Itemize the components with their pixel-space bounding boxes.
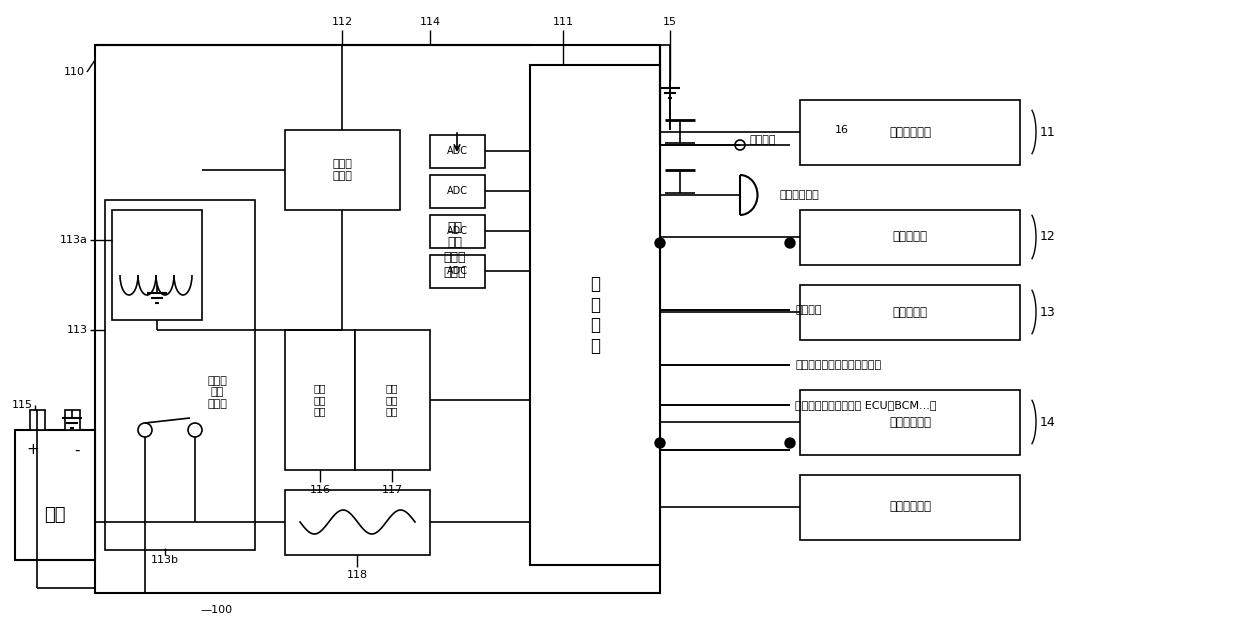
Text: +: + xyxy=(26,443,40,458)
Text: 电压
温度
大电流
小电流: 电压 温度 大电流 小电流 xyxy=(444,221,466,279)
Text: 112: 112 xyxy=(331,17,352,27)
Bar xyxy=(285,330,355,470)
Text: 116: 116 xyxy=(310,485,331,495)
Text: 13: 13 xyxy=(1040,305,1056,318)
Bar xyxy=(800,475,1021,540)
Circle shape xyxy=(655,238,665,248)
Bar xyxy=(800,210,1021,265)
Bar xyxy=(529,65,660,565)
Text: —100: —100 xyxy=(200,605,232,615)
Text: 113b: 113b xyxy=(151,555,179,565)
Text: 11: 11 xyxy=(1040,126,1056,139)
Text: ADC: ADC xyxy=(446,226,467,236)
Text: 点火开关: 点火开关 xyxy=(795,305,821,315)
Bar xyxy=(285,490,430,555)
Bar xyxy=(430,175,485,208)
Bar xyxy=(800,100,1021,165)
Circle shape xyxy=(138,423,153,437)
Text: ADC: ADC xyxy=(446,186,467,196)
Bar xyxy=(112,210,202,320)
Circle shape xyxy=(735,140,745,150)
Text: 111: 111 xyxy=(553,17,573,27)
Bar xyxy=(800,285,1021,340)
Text: 起动电动机: 起动电动机 xyxy=(893,305,928,318)
Text: 114: 114 xyxy=(419,17,440,27)
Text: 交流发电机: 交流发电机 xyxy=(893,230,928,244)
Circle shape xyxy=(655,438,665,448)
Bar xyxy=(800,390,1021,455)
Text: 14: 14 xyxy=(1040,416,1056,428)
Bar xyxy=(105,200,255,550)
Text: 中断报警开关: 中断报警开关 xyxy=(780,190,820,200)
Bar xyxy=(95,45,660,593)
Text: 小电
流传
感器: 小电 流传 感器 xyxy=(314,384,326,416)
Bar xyxy=(430,255,485,288)
Text: 电池: 电池 xyxy=(45,506,66,524)
Text: 12: 12 xyxy=(1040,230,1056,244)
Text: 16: 16 xyxy=(835,125,849,135)
Text: -: - xyxy=(74,443,79,458)
Text: ADC: ADC xyxy=(446,146,467,156)
Bar xyxy=(30,410,45,430)
Text: 110: 110 xyxy=(64,67,86,77)
Text: 大电
流传
感器: 大电 流传 感器 xyxy=(386,384,398,416)
Text: 车辆控制器（安全气囊 ECU、BCM...）: 车辆控制器（安全气囊 ECU、BCM...） xyxy=(795,400,936,410)
Bar xyxy=(430,215,485,248)
Bar xyxy=(15,430,95,560)
Circle shape xyxy=(785,238,795,248)
Bar xyxy=(355,330,430,470)
Circle shape xyxy=(188,423,202,437)
Text: 117: 117 xyxy=(382,485,403,495)
Text: 15: 15 xyxy=(663,17,677,27)
Text: 113: 113 xyxy=(67,325,88,335)
Text: 118: 118 xyxy=(346,570,367,580)
Text: 恢复开关: 恢复开关 xyxy=(750,135,776,145)
Bar xyxy=(285,130,401,210)
Bar xyxy=(64,410,81,430)
Text: 路
由
控
制: 路 由 控 制 xyxy=(590,275,600,355)
Text: 115: 115 xyxy=(12,400,33,410)
Text: ADC: ADC xyxy=(446,266,467,276)
Bar xyxy=(430,135,485,168)
Text: 113a: 113a xyxy=(60,235,88,245)
Text: 大电流
闸锁
继电器: 大电流 闸锁 继电器 xyxy=(207,376,227,409)
Text: 普通电力负载: 普通电力负载 xyxy=(889,416,931,428)
Text: 继电器
驱动器: 继电器 驱动器 xyxy=(332,160,352,181)
Circle shape xyxy=(785,438,795,448)
Text: 普通电力负载: 普通电力负载 xyxy=(889,501,931,514)
Text: 碰撞检测传感器、车速传感器: 碰撞检测传感器、车速传感器 xyxy=(795,360,882,370)
Text: 中断允许负载: 中断允许负载 xyxy=(889,126,931,139)
